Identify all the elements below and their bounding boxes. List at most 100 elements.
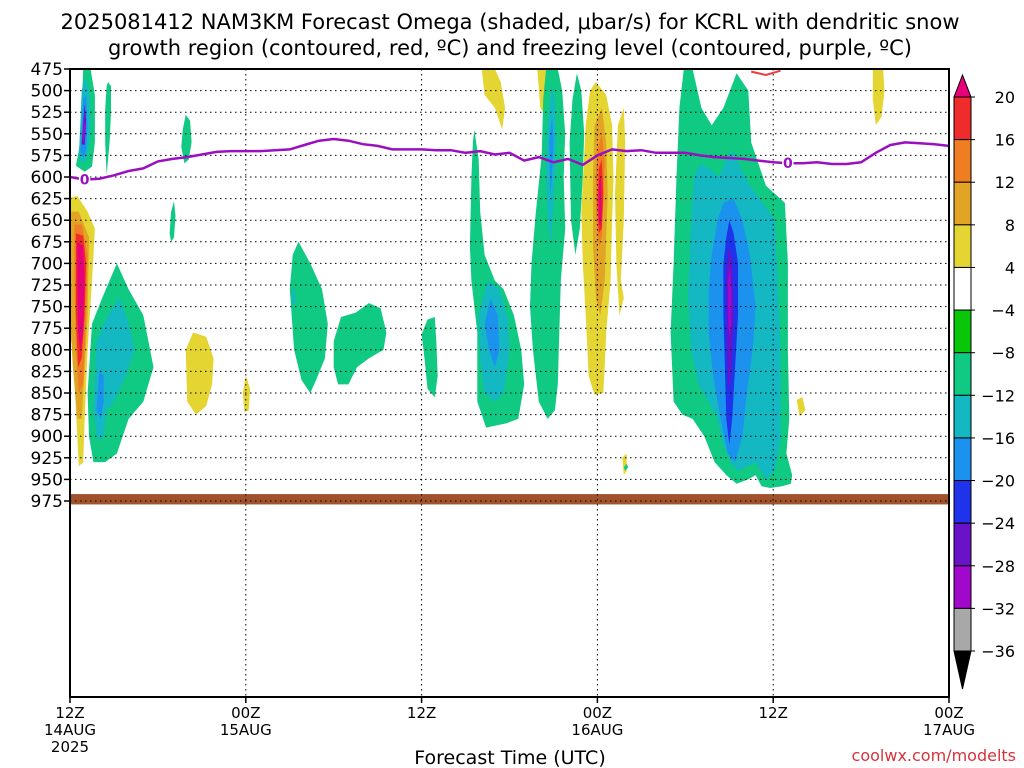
plot-frame — [69, 68, 950, 698]
freezing-level-line — [70, 137, 949, 181]
y-tick-label: 525 — [31, 103, 63, 123]
omega-region-37 — [872, 69, 885, 126]
colorbar-label: 20 — [995, 88, 1015, 107]
y-tick-label: 725 — [31, 276, 63, 296]
colorbar-box — [953, 309, 972, 354]
y-axis: 4755005255505756006256506757007257507758… — [31, 60, 70, 512]
x-tick-label: 2025 — [51, 738, 89, 756]
colorbar-label: 16 — [995, 131, 1015, 150]
x-tick-label: 00Z — [583, 704, 612, 722]
colorbar-box — [953, 139, 972, 183]
colorbar-label: −20 — [981, 472, 1015, 491]
colorbar-bottom-arrow — [953, 650, 972, 690]
colorbar-box — [953, 607, 972, 652]
x-tick-label: 16AUG — [571, 721, 623, 739]
y-tick-label: 500 — [31, 82, 63, 102]
y-tick-label: 950 — [31, 470, 63, 490]
freezing-level-label: 0 — [783, 156, 793, 172]
omega-region-41 — [622, 453, 627, 476]
omega-region-14 — [93, 298, 135, 441]
colorbar-label: −36 — [981, 642, 1015, 661]
credit-text: coolwx.com/modelts — [852, 746, 1016, 765]
omega-region-17 — [242, 375, 251, 412]
omega-region-5 — [105, 82, 111, 176]
x-tick-label: 00Z — [231, 704, 260, 722]
omega-region-12 — [77, 241, 85, 350]
x-tick-label: 12Z — [407, 704, 436, 722]
y-tick-label: 925 — [31, 449, 63, 469]
colorbar-label: 12 — [995, 173, 1015, 192]
omega-region-7 — [169, 201, 176, 242]
y-tick-label: 675 — [31, 233, 63, 253]
omega-region-25 — [481, 69, 506, 130]
omega-region-27 — [530, 69, 566, 419]
x-tick-label: 12Z — [759, 704, 788, 722]
colorbar-label: −8 — [991, 344, 1015, 363]
omega-shading — [70, 69, 885, 488]
x-tick-label: 15AUG — [220, 721, 272, 739]
colorbar-box — [953, 565, 972, 609]
omega-region-6 — [181, 114, 192, 164]
omega-region-42 — [623, 463, 629, 471]
colorbar-box — [953, 522, 972, 567]
omega-region-16 — [185, 332, 214, 415]
y-tick-label: 850 — [31, 384, 63, 404]
omega-region-21 — [421, 317, 438, 398]
chart-title-line1: 2025081412 NAM3KM Forecast Omega (shaded… — [61, 10, 960, 34]
omega-region-35 — [598, 177, 602, 229]
omega-region-15 — [96, 371, 104, 419]
colorbar-box — [953, 394, 972, 439]
y-tick-label: 625 — [31, 190, 63, 210]
dgz-contour-layer — [750, 69, 781, 77]
colorbar-label: −16 — [981, 429, 1015, 448]
omega-region-18 — [289, 241, 328, 393]
omega-region-38 — [796, 397, 806, 417]
colorbar-label: −32 — [981, 599, 1015, 618]
x-tick-label: 14AUG — [44, 721, 96, 739]
dgz-contour — [750, 69, 781, 77]
y-tick-label: 650 — [31, 211, 63, 231]
colorbar-box — [953, 96, 972, 141]
colorbar-label: −4 — [991, 301, 1015, 320]
x-tick-label: 12Z — [55, 704, 84, 722]
ground-layer — [70, 494, 949, 505]
x-tick-label: 17AUG — [923, 721, 975, 739]
y-tick-label: 825 — [31, 362, 63, 382]
y-tick-label: 750 — [31, 298, 63, 318]
colorbar-label: −24 — [981, 514, 1015, 533]
colorbar-box — [953, 181, 972, 226]
y-tick-label: 600 — [31, 168, 63, 188]
chart-title-line2: growth region (contoured, red, ºC) and f… — [108, 36, 912, 60]
y-tick-label: 700 — [31, 254, 63, 274]
colorbar-box — [953, 437, 972, 482]
omega-region-30 — [569, 73, 585, 255]
y-tick-label: 475 — [31, 60, 63, 80]
y-tick-label: 775 — [31, 319, 63, 339]
omega-region-36 — [615, 107, 626, 316]
colorbar-label: 4 — [1005, 258, 1015, 277]
colorbar-label: −12 — [981, 386, 1015, 405]
colorbar-box — [953, 480, 972, 524]
y-tick-label: 875 — [31, 406, 63, 426]
colorbar-box — [953, 266, 972, 311]
colorbar-top-arrow — [953, 73, 972, 98]
colorbar: 20 16 12 8 4 −4 −8 −12 −16 −20 −24 −28 −32 −36 — [953, 73, 1015, 690]
ground-surface — [70, 494, 949, 505]
omega-region-20 — [333, 303, 387, 385]
colorbar-label: −28 — [981, 557, 1015, 576]
freezing-level-layer: 00 — [70, 137, 949, 190]
colorbar-box — [953, 224, 972, 268]
omega-region-4 — [82, 118, 86, 143]
omega-region-19 — [291, 287, 296, 307]
y-tick-label: 800 — [31, 341, 63, 361]
y-tick-label: 550 — [31, 125, 63, 145]
y-tick-label: 975 — [31, 492, 63, 512]
x-tick-label: 00Z — [934, 704, 963, 722]
y-tick-label: 575 — [31, 146, 63, 166]
x-axis-label: Forecast Time (UTC) — [414, 747, 605, 768]
freezing-level-label: 0 — [80, 173, 90, 189]
colorbar-box — [953, 352, 972, 396]
y-tick-label: 900 — [31, 427, 63, 447]
